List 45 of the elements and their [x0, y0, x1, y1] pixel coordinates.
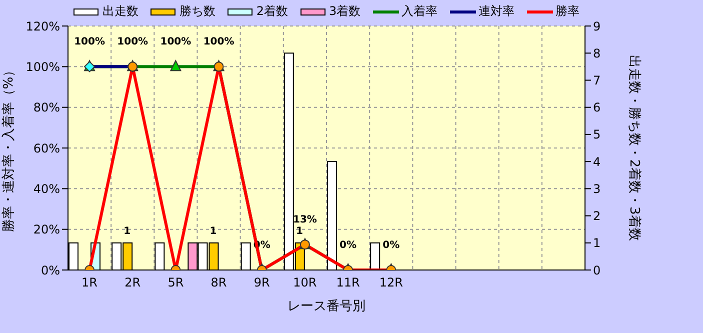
y2-tick-label: 4: [593, 154, 601, 169]
data-label: 1: [296, 226, 303, 237]
legend-label: 2着数: [256, 3, 288, 20]
y-tick-label: 20%: [33, 222, 60, 237]
y2-tick-label: 0: [593, 263, 601, 278]
y2-tick-label: 2: [593, 209, 601, 224]
y2-tick-label: 9: [593, 19, 601, 34]
y-axis-title: 勝率・連対率・入着率（%）: [0, 64, 17, 232]
data-label: 100%: [117, 36, 148, 48]
y-tick-label: 0%: [40, 263, 60, 278]
y-tick-label: 120%: [26, 19, 60, 34]
data-label: 100%: [74, 36, 105, 48]
data-label: 1: [210, 226, 217, 237]
y2-tick-label: 1: [593, 236, 601, 250]
x-tick-label: 8R: [210, 276, 227, 290]
legend-label: 勝率: [556, 3, 580, 20]
y-tick-label: 100%: [26, 60, 60, 74]
x-tick-label: 1R: [82, 276, 98, 290]
x-tick-label: 2R: [124, 276, 141, 290]
x-tick-label: 10R: [293, 276, 317, 290]
y-tick-label: 60%: [33, 141, 60, 156]
x-tick-label: 11R: [336, 276, 360, 290]
y2-tick-label: 3: [593, 182, 601, 196]
x-axis-title: レース番号別: [288, 299, 366, 314]
data-label: 1: [124, 226, 131, 237]
y2-tick-label: 7: [593, 73, 601, 88]
data-label: 13%: [292, 214, 317, 226]
y2-axis-title: 出走数・勝ち数・2着数・3着数: [626, 55, 642, 241]
x-tick-label: 5R: [168, 276, 184, 290]
y2-tick-label: 6: [593, 100, 601, 115]
legend-label: 出走数: [102, 3, 138, 20]
y2-tick-label: 8: [593, 46, 601, 60]
legend-label: 3着数: [329, 3, 361, 20]
y-tick-label: 40%: [33, 182, 60, 196]
y-tick-label: 80%: [33, 100, 60, 115]
legend-label: 勝ち数: [179, 3, 216, 20]
y2-tick-label: 5: [593, 128, 601, 142]
data-label: 0%: [382, 240, 400, 251]
data-label: 0%: [340, 240, 357, 251]
legend-label: 入着率: [402, 3, 438, 20]
data-label: 100%: [203, 36, 234, 48]
x-tick-label: 12R: [379, 276, 403, 290]
x-tick-label: 9R: [254, 276, 270, 290]
data-label: 100%: [160, 36, 192, 48]
legend-label: 連対率: [478, 3, 515, 20]
